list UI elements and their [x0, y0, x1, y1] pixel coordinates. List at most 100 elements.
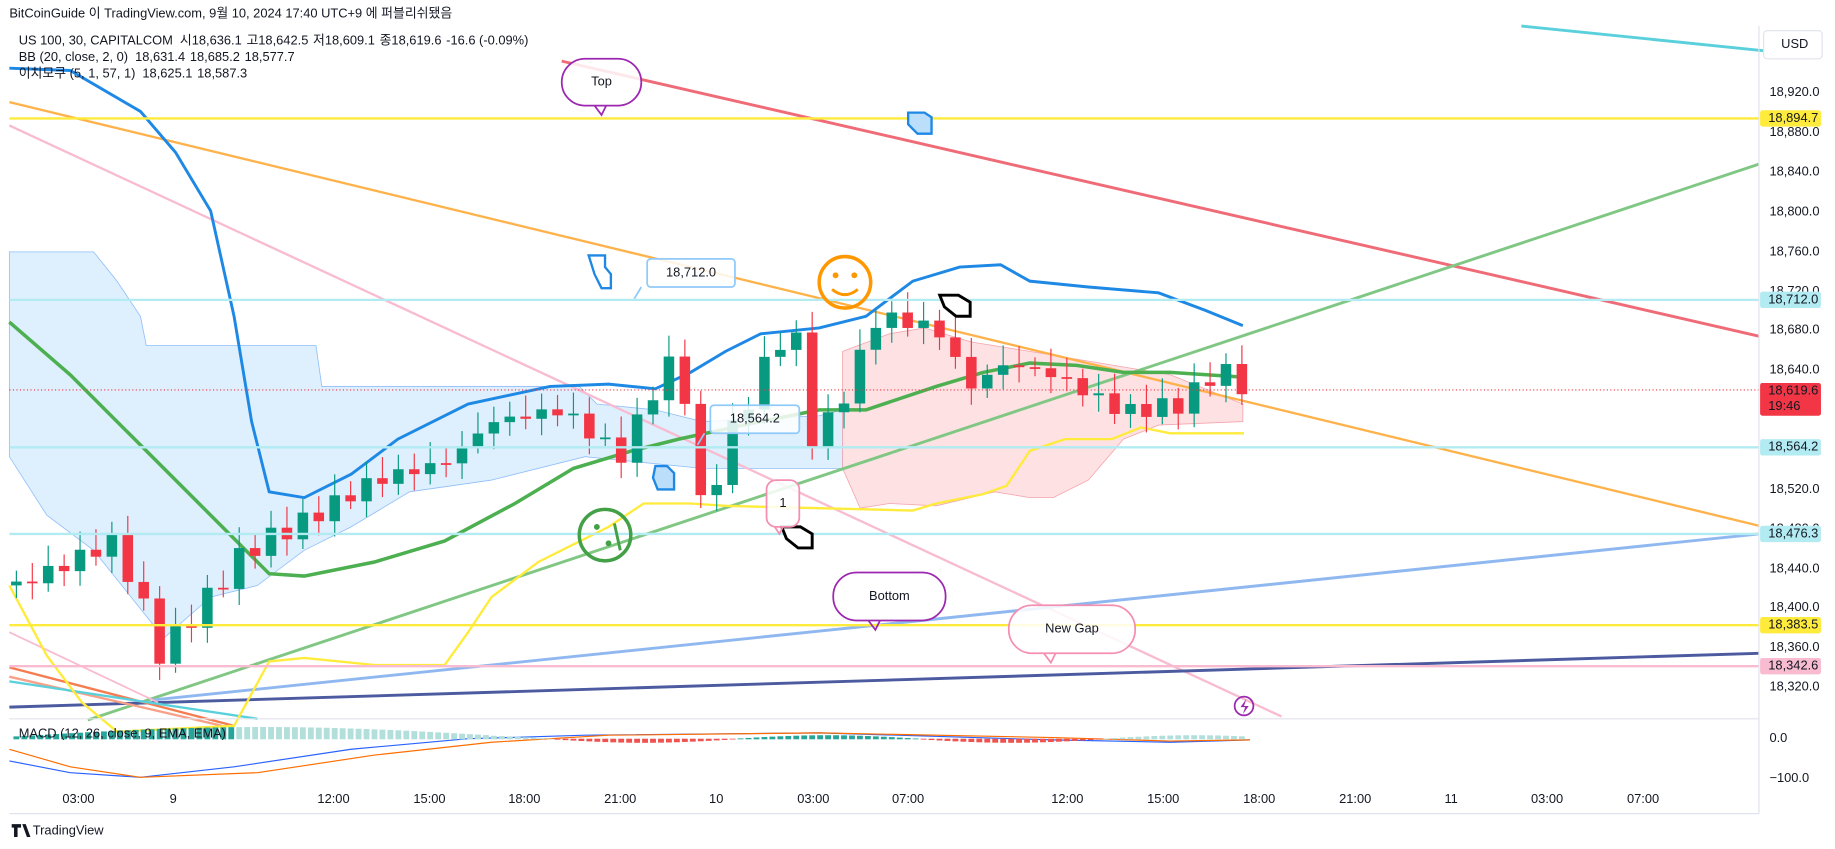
histogram-bar [538, 738, 545, 740]
histogram-bar [307, 727, 314, 740]
histogram-bar [928, 738, 935, 741]
legend-value: 시18,636.1 [180, 33, 242, 48]
currency-button[interactable] [1763, 30, 1823, 60]
histogram-bar [530, 737, 537, 740]
histogram-bar [650, 738, 656, 743]
histogram-bar [323, 727, 330, 740]
histogram-bar [260, 727, 267, 740]
histogram-bar [1040, 738, 1046, 743]
histogram-bar [45, 734, 52, 740]
histogram-bar [745, 737, 752, 740]
price-tick-label: 18,320.0 [1769, 679, 1819, 694]
candle-body [1125, 403, 1136, 414]
histogram-bar [1223, 735, 1229, 740]
legend-name: US 100, 30, CAPITALCOM [19, 33, 173, 48]
price-tag [1760, 439, 1821, 456]
histogram-bar [212, 727, 219, 740]
candle-body [1172, 398, 1184, 414]
histogram-bar [976, 738, 983, 743]
histogram-bar [705, 738, 712, 741]
histogram-bar [403, 730, 410, 740]
candle-body [409, 469, 420, 475]
callout-text: New Gap [1045, 621, 1099, 636]
candle-body [1188, 382, 1200, 414]
candle-body [679, 356, 691, 404]
candle-body [329, 495, 340, 522]
price-tag-label: 18,894.7 [1768, 110, 1818, 125]
histogram-bar [586, 738, 593, 742]
histogram-bar [443, 732, 450, 740]
callout [646, 258, 736, 288]
price-tag-label: 18,564.2 [1768, 439, 1818, 454]
legend-value: -16.6 (-0.09%) [446, 33, 528, 48]
histogram-bar [1000, 738, 1007, 743]
macd-label: MACD (12, 26, close, 9, EMA, EMA) [19, 725, 226, 740]
ichimoku-line [8, 426, 1245, 733]
histogram-bar [1103, 738, 1110, 740]
candle-body [106, 533, 118, 557]
histogram-bar [1055, 738, 1062, 742]
footer: TradingView [33, 823, 104, 838]
callout [560, 57, 643, 107]
histogram-bar [331, 728, 338, 740]
histogram-bar [490, 735, 497, 740]
legend-name: 이치모쿠 (5, 1, 57, 1) [19, 65, 136, 80]
candle-body [966, 356, 977, 389]
histogram-bar [610, 738, 617, 743]
histogram-bar [315, 727, 322, 740]
candle-body [58, 565, 70, 572]
histogram-bar [801, 735, 808, 740]
time-tick-label: 15:00 [413, 791, 445, 806]
currency[interactable]: USD [1781, 36, 1808, 51]
histogram-bar [666, 738, 672, 743]
callout-text: Bottom [869, 588, 910, 603]
candle-body [1093, 393, 1104, 396]
price-tag [1760, 657, 1821, 675]
histogram-bar [944, 738, 951, 741]
histogram-bar [61, 733, 68, 740]
histogram-bar [1119, 737, 1126, 740]
histogram-bar [475, 734, 481, 740]
candle-body [536, 409, 547, 419]
histogram-bar [896, 737, 903, 740]
callout [1007, 604, 1137, 655]
time-tick-label: 10 [709, 791, 723, 806]
histogram-bar [100, 731, 107, 740]
icon-part [605, 540, 612, 547]
price-tick-label: 18,360.0 [1769, 639, 1819, 654]
candle-body [775, 349, 786, 357]
icon-part [851, 272, 858, 279]
candle-body [313, 512, 325, 522]
hand-icon [651, 464, 676, 491]
histogram-bar [451, 733, 457, 740]
candle-body [663, 356, 675, 401]
candle-body [202, 587, 213, 628]
trend-line [87, 162, 1760, 722]
icon-part [612, 523, 622, 551]
candle-body [1077, 378, 1089, 396]
candle-body [1045, 368, 1057, 378]
time-tick-label: 12:00 [1051, 791, 1083, 806]
callout [709, 404, 801, 435]
price-tag [1760, 525, 1821, 543]
price-tick-label: 18,400.0 [1769, 599, 1819, 614]
histogram-bar [594, 738, 601, 742]
histogram-bar [379, 729, 386, 740]
histogram-bar [984, 738, 991, 743]
price-tag-label: 18,342.6 [1768, 658, 1818, 673]
candle-body [711, 484, 722, 496]
legend-value: 18,631.4 [135, 49, 185, 64]
candle-body [74, 549, 86, 572]
histogram-bar [427, 731, 434, 740]
hand-icon [906, 111, 933, 135]
legend-value: 18,685.2 [190, 49, 240, 64]
price-tick-label: 18,920.0 [1769, 84, 1819, 99]
histogram-bar [952, 738, 959, 742]
histogram-bar [459, 733, 465, 740]
candle-body [568, 413, 579, 416]
logo [11, 824, 31, 838]
candle-body [870, 327, 882, 350]
histogram-bar [53, 734, 60, 740]
candle-body [759, 356, 770, 410]
candle-body [854, 349, 866, 404]
